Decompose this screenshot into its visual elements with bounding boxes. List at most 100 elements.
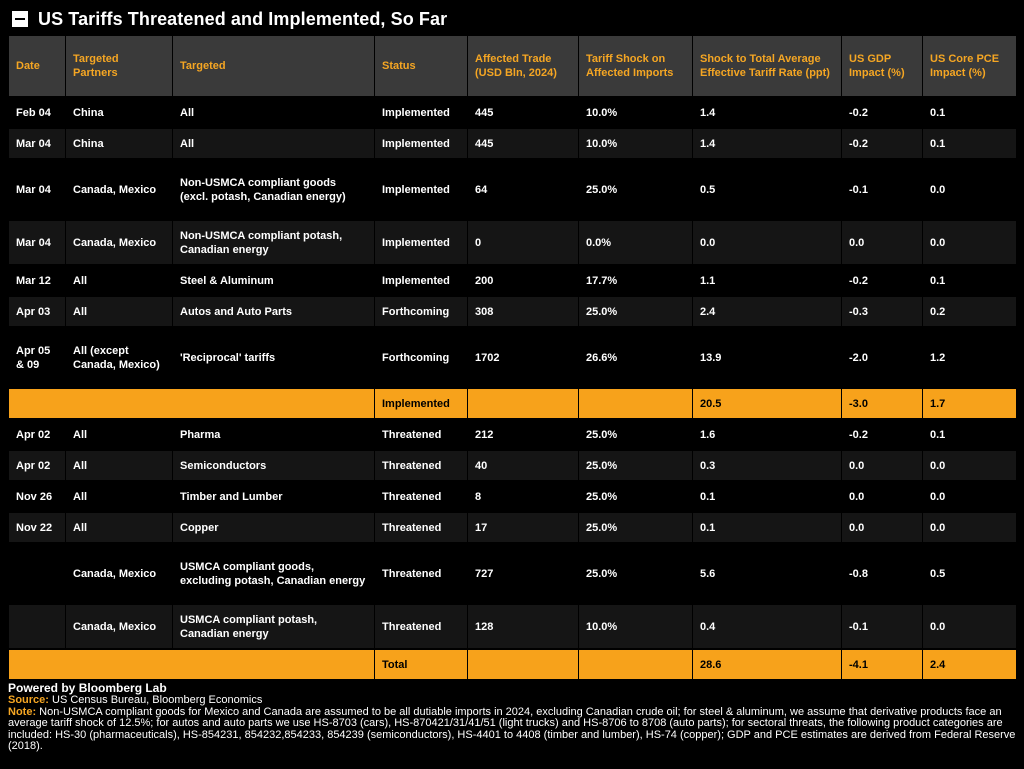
cell-rate-shock: 0.4 (693, 605, 841, 648)
cell-rate-shock: 0.1 (693, 482, 841, 511)
cell-pce-impact: 0.0 (923, 482, 1016, 511)
cell-tariff-shock: 25.0% (579, 544, 692, 603)
cell-affected-trade: 727 (468, 544, 578, 603)
cell-status: Threatened (375, 451, 467, 480)
table-row[interactable]: Nov 22 All Copper Threatened 17 25.0% 0.1 0.0 0.… (9, 513, 1016, 542)
cell-partners: All (except Canada, Mexico) (66, 328, 172, 387)
header-status[interactable]: Status (375, 36, 467, 96)
cell-status: Implemented (375, 221, 467, 264)
summary-blank (9, 389, 374, 418)
summary-blank (579, 650, 692, 679)
cell-partners: Canada, Mexico (66, 544, 172, 603)
cell-affected-trade: 40 (468, 451, 578, 480)
cell-targeted: USMCA compliant potash, Canadian energy (173, 605, 374, 648)
source-line: Source: US Census Bureau, Bloomberg Econ… (8, 694, 1016, 707)
cell-affected-trade: 445 (468, 98, 578, 127)
cell-gdp-impact: -2.0 (842, 328, 922, 387)
cell-partners: China (66, 98, 172, 127)
cell-gdp-impact: 0.0 (842, 513, 922, 542)
cell-gdp-impact: -0.2 (842, 98, 922, 127)
cell-pce-impact: 0.0 (923, 160, 1016, 219)
tariff-table: Date Targeted Partners Targeted Status A… (8, 34, 1017, 681)
cell-date (9, 544, 65, 603)
cell-affected-trade: 200 (468, 266, 578, 295)
cell-rate-shock: 1.4 (693, 98, 841, 127)
cell-targeted: All (173, 129, 374, 158)
cell-tariff-shock: 25.0% (579, 513, 692, 542)
header-targeted[interactable]: Targeted (173, 36, 374, 96)
cell-affected-trade: 8 (468, 482, 578, 511)
cell-status: Implemented (375, 129, 467, 158)
table-row[interactable]: Mar 04 Canada, Mexico Non-USMCA compliant … (9, 160, 1016, 219)
cell-rate-shock: 2.4 (693, 297, 841, 326)
cell-rate-shock: 0.1 (693, 513, 841, 542)
cell-gdp-impact: -0.2 (842, 266, 922, 295)
summary-gdp: -3.0 (842, 389, 922, 418)
cell-pce-impact: 0.1 (923, 98, 1016, 127)
cell-targeted: Non-USMCA compliant goods (excl. potash,… (173, 160, 374, 219)
table-row[interactable]: Mar 04 China All Implemented 445 10.0% 1.4 -0.2… (9, 129, 1016, 158)
header-gdp-impact[interactable]: US GDP Impact (%) (842, 36, 922, 96)
collapse-icon[interactable] (12, 11, 28, 27)
summary-blank (9, 650, 374, 679)
table-row[interactable]: Feb 04 China All Implemented 445 10.0% 1.4 -0.2… (9, 98, 1016, 127)
cell-status: Threatened (375, 482, 467, 511)
cell-partners: Canada, Mexico (66, 605, 172, 648)
header-pce-impact[interactable]: US Core PCE Impact (%) (923, 36, 1016, 96)
table-row[interactable]: Mar 04 Canada, Mexico Non-USMCA compliant … (9, 221, 1016, 264)
table-row[interactable]: Mar 12 All Steel & Aluminum Implemented 200 1… (9, 266, 1016, 295)
summary-blank (468, 389, 578, 418)
cell-tariff-shock: 26.6% (579, 328, 692, 387)
cell-tariff-shock: 10.0% (579, 605, 692, 648)
cell-status: Threatened (375, 605, 467, 648)
source-label: Source: (8, 694, 49, 706)
cell-affected-trade: 128 (468, 605, 578, 648)
table-row[interactable]: Canada, Mexico USMCA compliant potash, Ca… (9, 605, 1016, 648)
cell-tariff-shock: 0.0% (579, 221, 692, 264)
header-targeted-partners[interactable]: Targeted Partners (66, 36, 172, 96)
summary-pce: 2.4 (923, 650, 1016, 679)
cell-targeted: Timber and Lumber (173, 482, 374, 511)
cell-targeted: USMCA compliant goods, excluding potash,… (173, 544, 374, 603)
cell-gdp-impact: 0.0 (842, 482, 922, 511)
cell-gdp-impact: -0.1 (842, 160, 922, 219)
cell-targeted: Autos and Auto Parts (173, 297, 374, 326)
cell-rate-shock: 1.6 (693, 420, 841, 449)
cell-targeted: Steel & Aluminum (173, 266, 374, 295)
cell-partners: All (66, 420, 172, 449)
table-row[interactable]: Apr 03 All Autos and Auto Parts Forthcoming… (9, 297, 1016, 326)
cell-gdp-impact: -0.8 (842, 544, 922, 603)
cell-status: Implemented (375, 160, 467, 219)
cell-partners: All (66, 451, 172, 480)
summary-blank (468, 650, 578, 679)
table-row[interactable]: Apr 05 & 09 All (except Canada, Mexico) 'R… (9, 328, 1016, 387)
header-date[interactable]: Date (9, 36, 65, 96)
summary-rate: 28.6 (693, 650, 841, 679)
cell-status: Threatened (375, 513, 467, 542)
header-shock-total-rate[interactable]: Shock to Total Average Effective Tariff … (693, 36, 841, 96)
cell-partners: All (66, 297, 172, 326)
cell-tariff-shock: 25.0% (579, 482, 692, 511)
cell-tariff-shock: 25.0% (579, 297, 692, 326)
table-row[interactable]: Nov 26 All Timber and Lumber Threatened 8 25.… (9, 482, 1016, 511)
cell-rate-shock: 0.5 (693, 160, 841, 219)
header-tariff-shock[interactable]: Tariff Shock on Affected Imports (579, 36, 692, 96)
cell-status: Forthcoming (375, 328, 467, 387)
total-summary-row: Total 28.6 -4.1 2.4 (9, 650, 1016, 679)
table-row[interactable]: Apr 02 All Semiconductors Threatened 40 25.0%… (9, 451, 1016, 480)
cell-status: Threatened (375, 420, 467, 449)
cell-targeted: Semiconductors (173, 451, 374, 480)
cell-partners: Canada, Mexico (66, 160, 172, 219)
note-label: Note: (8, 705, 37, 718)
header-affected-trade[interactable]: Affected Trade (USD Bln, 2024) (468, 36, 578, 96)
table-row[interactable]: Apr 02 All Pharma Threatened 212 25.0% 1.6 -0.2… (9, 420, 1016, 449)
cell-targeted: All (173, 98, 374, 127)
cell-date: Apr 02 (9, 451, 65, 480)
cell-pce-impact: 0.1 (923, 129, 1016, 158)
cell-affected-trade: 445 (468, 129, 578, 158)
cell-pce-impact: 0.0 (923, 221, 1016, 264)
table-row[interactable]: Canada, Mexico USMCA compliant goods, exc… (9, 544, 1016, 603)
cell-date: Apr 03 (9, 297, 65, 326)
source-text: US Census Bureau, Bloomberg Economics (48, 694, 263, 706)
cell-rate-shock: 1.1 (693, 266, 841, 295)
